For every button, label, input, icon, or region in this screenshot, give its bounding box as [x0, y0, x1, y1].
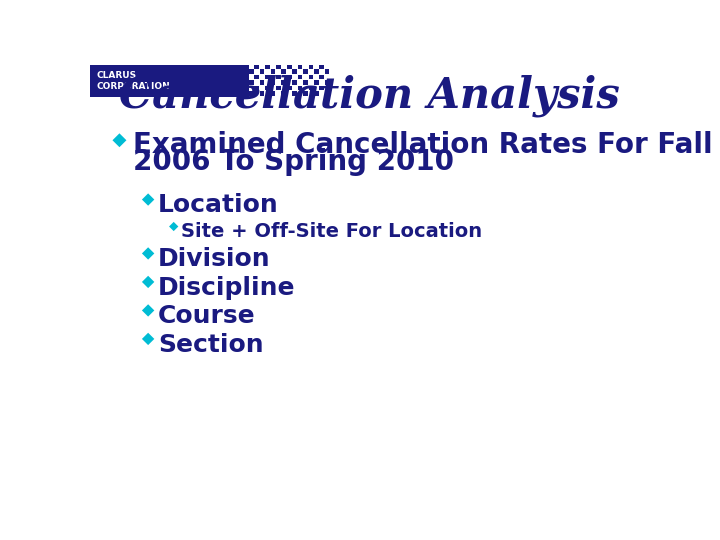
Bar	[238, 80, 243, 85]
Bar	[228, 91, 232, 96]
Bar	[238, 70, 243, 74]
Text: Examined Cancellation Rates For Fall: Examined Cancellation Rates For Fall	[133, 131, 713, 159]
Bar	[200, 85, 204, 90]
Bar	[265, 75, 270, 79]
Bar	[205, 80, 210, 85]
Bar	[325, 80, 330, 85]
Bar	[265, 85, 270, 90]
Text: Section: Section	[158, 333, 264, 357]
Bar	[260, 91, 264, 96]
Bar	[320, 64, 324, 69]
Bar	[233, 75, 238, 79]
Bar	[260, 80, 264, 85]
Polygon shape	[169, 222, 179, 231]
Text: 2006 To Spring 2010: 2006 To Spring 2010	[133, 148, 454, 176]
Bar	[211, 64, 215, 69]
Text: CLARUS
CORPORATION: CLARUS CORPORATION	[96, 71, 170, 91]
Bar	[249, 80, 253, 85]
Bar	[216, 80, 221, 85]
Bar	[249, 70, 253, 74]
Bar	[271, 70, 275, 74]
Text: Cancellation Analysis: Cancellation Analysis	[119, 75, 619, 117]
Bar	[282, 80, 286, 85]
Bar	[314, 80, 319, 85]
Bar	[228, 70, 232, 74]
Bar	[260, 70, 264, 74]
Bar	[297, 85, 302, 90]
Bar	[243, 75, 248, 79]
Bar	[238, 91, 243, 96]
Bar	[292, 70, 297, 74]
Polygon shape	[112, 133, 127, 147]
Bar	[271, 80, 275, 85]
Bar	[287, 75, 292, 79]
Bar	[297, 75, 302, 79]
Bar	[233, 64, 238, 69]
Bar	[282, 91, 286, 96]
Bar	[205, 70, 210, 74]
Bar	[297, 64, 302, 69]
Text: Location: Location	[158, 193, 279, 218]
Bar	[243, 64, 248, 69]
Bar	[222, 85, 226, 90]
Bar	[309, 85, 313, 90]
Text: Course: Course	[158, 304, 256, 328]
Bar	[90, 65, 249, 97]
Bar	[303, 80, 307, 85]
Polygon shape	[142, 333, 154, 345]
Bar	[254, 64, 259, 69]
Text: Division: Division	[158, 247, 271, 271]
Polygon shape	[142, 276, 154, 288]
Bar	[314, 91, 319, 96]
Bar	[276, 64, 281, 69]
Bar	[320, 75, 324, 79]
Bar	[216, 91, 221, 96]
Bar	[309, 64, 313, 69]
Polygon shape	[142, 304, 154, 316]
Bar	[211, 75, 215, 79]
Bar	[271, 91, 275, 96]
Bar	[325, 70, 330, 74]
Bar	[320, 85, 324, 90]
Polygon shape	[142, 247, 154, 260]
Bar	[276, 75, 281, 79]
Bar	[325, 91, 330, 96]
Bar	[216, 70, 221, 74]
Bar	[309, 75, 313, 79]
Bar	[282, 70, 286, 74]
Bar	[303, 70, 307, 74]
Bar	[287, 64, 292, 69]
Bar	[222, 64, 226, 69]
Bar	[228, 80, 232, 85]
Bar	[287, 85, 292, 90]
Bar	[243, 85, 248, 90]
Bar	[233, 85, 238, 90]
Bar	[276, 85, 281, 90]
Bar	[265, 64, 270, 69]
Text: Discipline: Discipline	[158, 276, 296, 300]
Text: Site + Off-Site For Location: Site + Off-Site For Location	[181, 222, 482, 241]
Bar	[314, 70, 319, 74]
Polygon shape	[142, 193, 154, 206]
Bar	[222, 75, 226, 79]
Bar	[211, 85, 215, 90]
Bar	[254, 75, 259, 79]
Bar	[200, 64, 204, 69]
Bar	[303, 91, 307, 96]
Bar	[254, 85, 259, 90]
Bar	[292, 80, 297, 85]
Bar	[205, 91, 210, 96]
Bar	[200, 75, 204, 79]
Bar	[292, 91, 297, 96]
Bar	[249, 91, 253, 96]
